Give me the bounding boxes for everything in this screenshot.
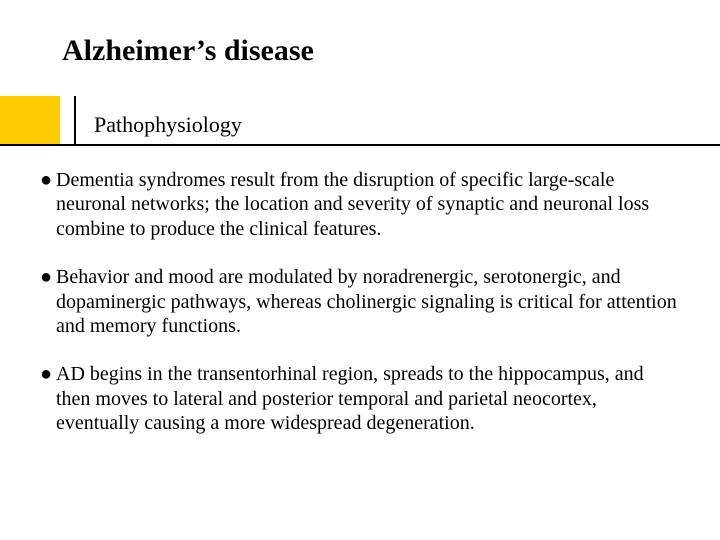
page-title: Alzheimer’s disease <box>62 34 314 68</box>
accent-row <box>0 96 76 146</box>
list-item: ●Behavior and mood are modulated by nora… <box>40 265 680 338</box>
subtitle-wrap: Pathophysiology <box>94 112 242 138</box>
bullet-text: Behavior and mood are modulated by norad… <box>56 266 677 337</box>
bullet-list: ●Dementia syndromes result from the disr… <box>40 168 680 460</box>
list-item: ●Dementia syndromes result from the disr… <box>40 168 680 241</box>
list-item: ●AD begins in the transentorhinal region… <box>40 362 680 435</box>
accent-vertical-line <box>74 96 76 146</box>
bullet-text: Dementia syndromes result from the disru… <box>56 169 649 240</box>
accent-yellow-block <box>0 96 60 146</box>
page-subtitle: Pathophysiology <box>94 112 242 138</box>
bullet-icon: ● <box>40 168 56 192</box>
bullet-text: AD begins in the transentorhinal region,… <box>56 363 644 434</box>
accent-horizontal-line <box>0 144 720 146</box>
bullet-icon: ● <box>40 362 56 386</box>
bullet-icon: ● <box>40 265 56 289</box>
